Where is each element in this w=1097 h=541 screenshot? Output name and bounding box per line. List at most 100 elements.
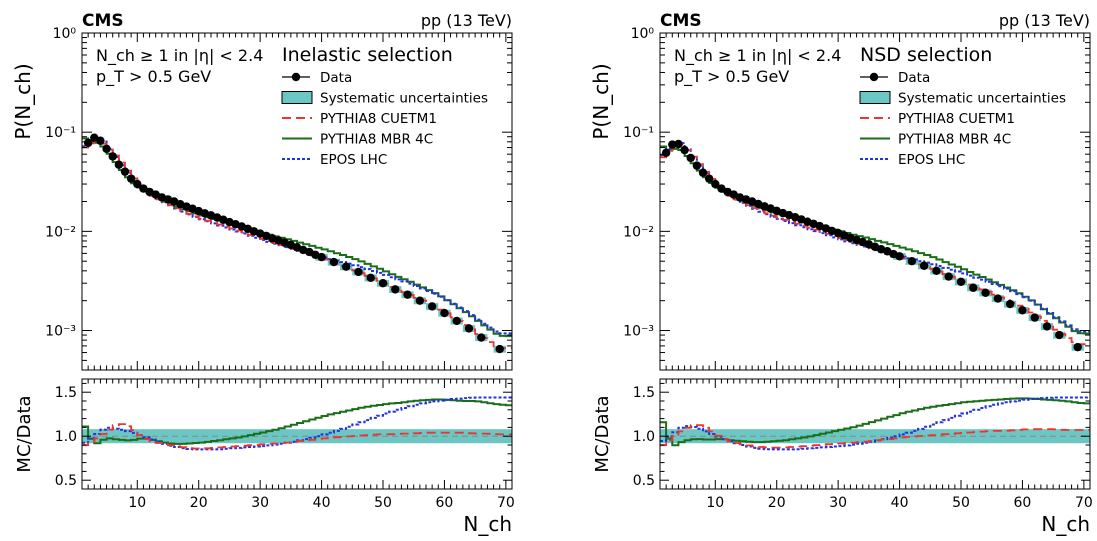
x-tick-label: 60 [1014, 495, 1032, 511]
legend-label: EPOS LHC [898, 152, 965, 168]
data-point [1018, 306, 1027, 315]
data-point [919, 261, 929, 270]
chart-panel-0: 10 20 30 40 50 60 70 10⁰ 10⁻¹ 10⁻² 10⁻³ 0.5 1.0 1.5 CM… [11, 11, 515, 536]
x-tick-label: 30 [251, 495, 269, 511]
ratio-tick-label: 0.5 [633, 473, 655, 489]
legend-swatch [869, 72, 879, 82]
y-tick-label: 10⁻¹ [45, 125, 76, 141]
x-tick-label: 10 [706, 495, 724, 511]
data-point [668, 140, 677, 149]
legend-swatch [281, 91, 313, 104]
data-point [354, 267, 363, 277]
chart-panel-1: 10 20 30 40 50 60 70 10⁰ 10⁻¹ 10⁻² 10⁻³ 0.5 1.0 1.5 CM… [589, 11, 1093, 536]
legend-label: Systematic uncertainties [898, 91, 1066, 107]
data-point [686, 153, 695, 163]
legend-label: Data [320, 70, 352, 86]
data-point [366, 273, 375, 283]
legend-label: PYTHIA8 MBR 4C [898, 132, 1011, 148]
y-tick-label: 10⁻¹ [623, 125, 654, 141]
y-tick-label: 10⁻³ [45, 324, 76, 340]
data-point [711, 179, 720, 189]
y-tick-label: 10⁰ [631, 26, 655, 42]
ratio-curve-pythia8_cuetm1 [82, 423, 512, 450]
data-point [317, 252, 326, 262]
data-point [1042, 322, 1052, 331]
y-tick-label: 10⁻³ [623, 324, 654, 340]
data-point [717, 184, 726, 193]
x-tick-label: 40 [891, 495, 909, 511]
x-tick-label: 70 [497, 495, 515, 511]
energy-label: pp (13 TeV) [999, 11, 1090, 30]
data-point [329, 257, 339, 267]
data-point [907, 257, 917, 266]
data-point [895, 252, 904, 261]
y-tick-label: 10⁰ [53, 26, 77, 42]
data-point [427, 302, 437, 311]
mc-curve-epos_lhc [82, 137, 512, 335]
data-point [96, 136, 105, 145]
y-tick-label: 10⁻² [623, 224, 654, 240]
data-point [341, 262, 351, 271]
x-tick-label: 50 [952, 495, 970, 511]
ratio-curve-pythia8_mbr4c [660, 397, 1090, 447]
data-point [452, 316, 461, 326]
data-point [126, 174, 136, 183]
data-point [133, 179, 142, 189]
ratio-plot-area [660, 396, 1090, 451]
legend-swatch [859, 91, 891, 104]
cut-label-2: p_T > 0.5 GeV [96, 67, 211, 87]
y-axis-label: P(N_ch) [11, 63, 35, 139]
data-point [102, 144, 111, 153]
data-point [692, 161, 702, 170]
data-point [1073, 342, 1082, 352]
data-point [969, 283, 978, 292]
main-plot-area [660, 139, 1090, 352]
data-point [981, 288, 990, 298]
legend-label: PYTHIA8 MBR 4C [320, 132, 433, 148]
data-point [83, 138, 93, 148]
data-point [944, 272, 953, 281]
data-point [114, 160, 124, 169]
mc-curve-epos_lhc [660, 141, 1090, 333]
data-point [698, 168, 708, 177]
x-axis-label: N_ch [1041, 512, 1090, 536]
data-point [378, 279, 388, 288]
cut-label-2: p_T > 0.5 GeV [674, 67, 789, 87]
selection-label: NSD selection [860, 44, 992, 66]
experiment-label: CMS [660, 11, 702, 31]
data-point [139, 184, 148, 193]
x-tick-label: 20 [190, 495, 208, 511]
data-point [464, 324, 474, 333]
ratio-plot-area [82, 396, 512, 451]
ratio-curve-pythia8_cuetm1 [660, 424, 1090, 449]
cut-label-1: N_ch ≥ 1 in |η| < 2.4 [674, 46, 841, 66]
data-point [932, 266, 941, 276]
ratio-tick-label: 1.5 [633, 385, 655, 401]
mc-curve-pythia8_mbr4c [82, 137, 512, 338]
y-tick-label: 10⁻² [45, 224, 76, 240]
x-tick-label: 20 [768, 495, 786, 511]
ratio-tick-label: 1.0 [55, 429, 77, 445]
x-tick-label: 70 [1075, 495, 1093, 511]
data-point [1005, 299, 1015, 309]
selection-label: Inelastic selection [282, 44, 453, 66]
mc-curve-pythia8_mbr4c [660, 145, 1090, 335]
data-point [661, 148, 671, 157]
cut-label-1: N_ch ≥ 1 in |η| < 2.4 [96, 46, 263, 66]
x-axis-label: N_ch [463, 512, 512, 536]
x-tick-label: 40 [313, 495, 331, 511]
y-axis-label: P(N_ch) [589, 63, 613, 139]
data-point [391, 285, 400, 294]
data-point [704, 174, 714, 183]
ratio-axis-label: MC/Data [592, 395, 613, 472]
ratio-tick-label: 0.5 [55, 473, 77, 489]
x-tick-label: 10 [128, 495, 146, 511]
ratio-tick-label: 1.5 [55, 385, 77, 401]
legend-label: EPOS LHC [320, 152, 387, 168]
data-point [415, 296, 425, 305]
legend-swatch [291, 72, 301, 82]
legend-label: Systematic uncertainties [320, 91, 488, 107]
data-point [993, 294, 1003, 303]
data-point [1030, 313, 1039, 322]
